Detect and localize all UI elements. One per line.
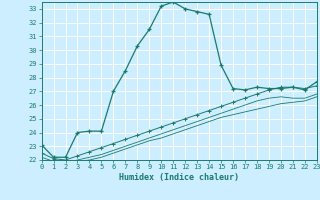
- X-axis label: Humidex (Indice chaleur): Humidex (Indice chaleur): [119, 173, 239, 182]
